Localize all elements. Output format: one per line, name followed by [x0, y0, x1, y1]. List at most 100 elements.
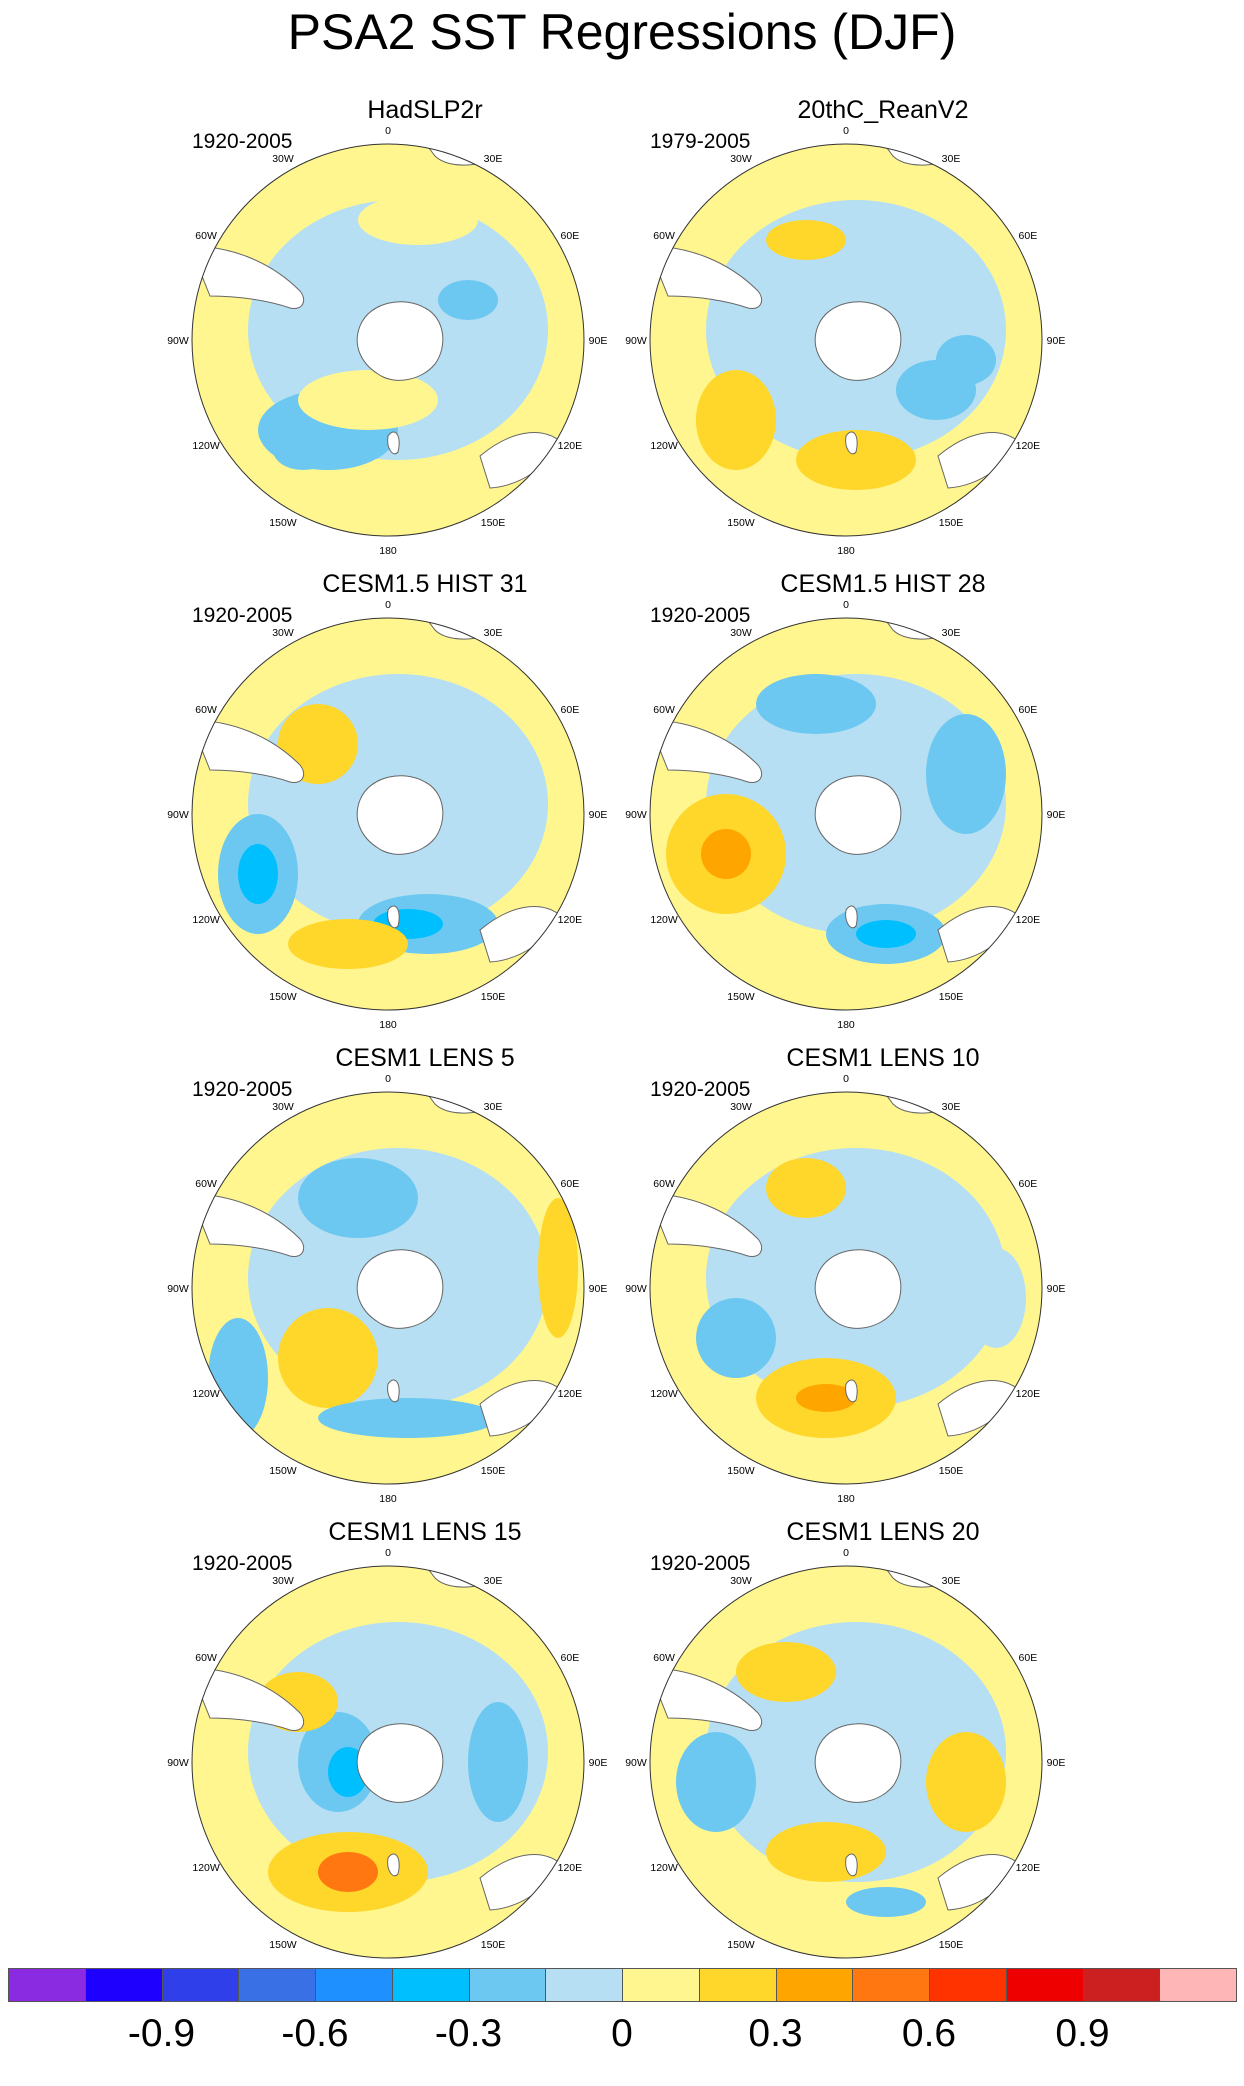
map-border — [649, 1565, 1043, 1959]
longitude-label: 30E — [484, 1101, 503, 1113]
colorbar-tick-label: -0.9 — [127, 2012, 196, 2055]
longitude-label: 60E — [1019, 1178, 1038, 1190]
land-mass — [192, 1667, 305, 1732]
land-mass — [845, 905, 858, 929]
colorbar-swatch — [929, 1968, 1007, 2002]
colorbar — [8, 1968, 1237, 2004]
longitude-label: 0 — [385, 599, 391, 611]
longitude-label: 150W — [269, 517, 297, 529]
longitude-label: 90W — [625, 1757, 647, 1769]
sst-anomaly-region — [856, 920, 916, 948]
colorbar-swatch — [1005, 1968, 1084, 2002]
sst-anomaly-region — [846, 1887, 926, 1917]
sst-anomaly-region — [796, 430, 916, 490]
land-mass — [650, 1667, 763, 1732]
polar-map: 0 30E 60E 90E 120E 150E 180 150W 120W 90W 60W 30W — [167, 599, 607, 1031]
longitude-label: 30E — [942, 153, 961, 165]
colorbar-swatch — [468, 1968, 547, 2002]
longitude-label: 180 — [837, 545, 855, 557]
panel-title: HadSLP2r — [367, 96, 483, 124]
longitude-label: 150W — [269, 1939, 297, 1951]
longitude-label: 90E — [589, 1757, 608, 1769]
longitude-label: 120W — [192, 914, 220, 926]
longitude-label: 120W — [650, 914, 678, 926]
longitude-label: 0 — [843, 125, 849, 137]
map-panel: CESM1 LENS 5 1920-2005 0 30E 60E 90E 120E 150E 1… — [167, 1044, 660, 1514]
colorbar-swatch — [8, 1968, 86, 2002]
longitude-label: 150E — [481, 1939, 506, 1951]
longitude-label: 60W — [195, 1178, 217, 1190]
sst-anomaly-region — [298, 370, 438, 430]
longitude-label: 0 — [385, 1073, 391, 1085]
colorbar-swatch — [852, 1968, 930, 2002]
colorbar-swatch — [315, 1968, 393, 2002]
longitude-label: 90W — [625, 809, 647, 821]
panel-title: CESM1 LENS 5 — [335, 1044, 515, 1072]
longitude-label: 150W — [727, 517, 755, 529]
land-mass — [845, 1379, 858, 1403]
land-mass — [387, 905, 400, 929]
longitude-label: 90W — [167, 809, 189, 821]
colorbar-swatch — [545, 1968, 623, 2002]
sst-anomaly-region — [238, 844, 278, 904]
map-panel: CESM1 LENS 15 1920-2005 0 30E 60E 90E 120E 150E… — [167, 1518, 660, 1988]
sst-anomaly-region — [298, 1158, 418, 1238]
longitude-label: 120E — [1016, 440, 1041, 452]
sst-anomaly-region — [966, 1248, 1026, 1348]
map-panel: CESM1.5 HIST 31 1920-2005 0 30E 60E 90E 120E 15… — [167, 570, 660, 1040]
longitude-label: 30E — [942, 1101, 961, 1113]
panel-title: CESM1.5 HIST 31 — [322, 570, 528, 598]
panel-title: CESM1.5 HIST 28 — [780, 570, 986, 598]
polar-map: 0 30E 60E 90E 120E 150E 180 150W 120W 90W 60W 30W — [625, 599, 1065, 1031]
land-mass — [192, 1193, 305, 1258]
longitude-label: 60E — [561, 1652, 580, 1664]
longitude-label: 120W — [192, 1862, 220, 1874]
longitude-label: 150E — [939, 517, 964, 529]
longitude-label: 90W — [167, 1757, 189, 1769]
longitude-label: 150E — [481, 991, 506, 1003]
longitude-label: 30W — [272, 1575, 294, 1587]
longitude-label: 60W — [653, 1178, 675, 1190]
longitude-label: 150W — [727, 1465, 755, 1477]
sst-anomaly-region — [318, 1398, 498, 1438]
map-panel: CESM1 LENS 20 1920-2005 0 30E 60E 90E 120E 150E… — [625, 1518, 1118, 1988]
colorbar-swatch — [698, 1968, 777, 2002]
polar-map: 0 30E 60E 90E 120E 150E 180 150W 120W 90W 60W 30W — [625, 1073, 1065, 1505]
longitude-label: 90W — [167, 1283, 189, 1295]
panel-period: 1920-2005 — [192, 1078, 293, 1101]
panel-period: 1920-2005 — [192, 1552, 293, 1575]
map-border — [649, 617, 1043, 1011]
longitude-label: 30E — [484, 1575, 503, 1587]
longitude-label: 60W — [195, 704, 217, 716]
longitude-label: 150E — [481, 1465, 506, 1477]
longitude-label: 150W — [727, 1939, 755, 1951]
sst-anomaly-region — [766, 1158, 846, 1218]
land-mass — [845, 1853, 858, 1877]
longitude-label: 120E — [1016, 1388, 1041, 1400]
sst-anomaly-region — [766, 1822, 886, 1882]
sst-anomaly-region — [676, 1732, 756, 1832]
land-mass — [192, 245, 305, 310]
land-mass — [650, 245, 763, 310]
longitude-label: 150E — [939, 1465, 964, 1477]
colorbar-tick-label: 0.3 — [748, 2012, 803, 2055]
sst-anomaly-region — [926, 714, 1006, 834]
longitude-label: 0 — [843, 599, 849, 611]
land-mass — [356, 1723, 444, 1803]
longitude-label: 60E — [561, 704, 580, 716]
longitude-label: 120E — [558, 440, 583, 452]
longitude-label: 30E — [484, 153, 503, 165]
map-panel: CESM1.5 HIST 28 1920-2005 0 30E 60E 90E 120E 15… — [625, 570, 1118, 1040]
land-mass — [387, 431, 400, 455]
longitude-label: 120W — [650, 1862, 678, 1874]
colorbar-swatch — [1082, 1968, 1161, 2002]
longitude-label: 60E — [561, 230, 580, 242]
colorbar-swatch — [622, 1968, 700, 2002]
map-border — [191, 617, 585, 1011]
sst-anomaly-region — [438, 280, 498, 320]
land-mass — [192, 719, 305, 784]
longitude-label: 30W — [730, 627, 752, 639]
longitude-label: 120W — [192, 1388, 220, 1400]
sst-anomaly-region — [736, 1642, 836, 1702]
colorbar-swatch — [775, 1968, 854, 2002]
